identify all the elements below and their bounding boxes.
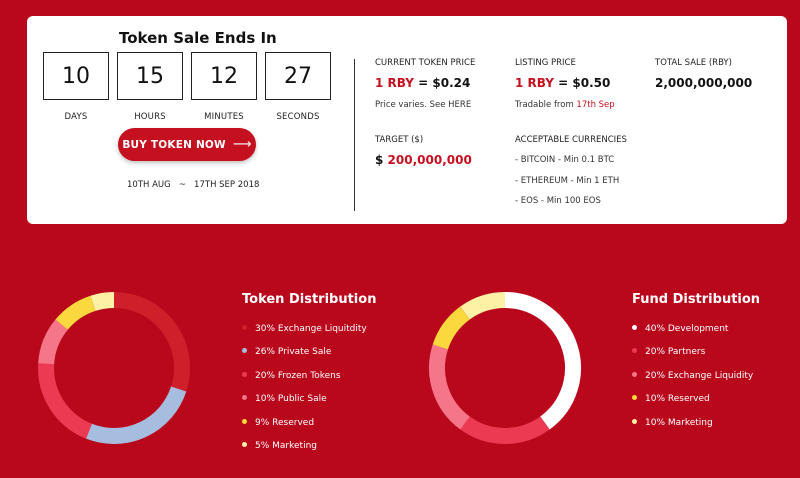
token-slice-0 (113, 292, 190, 392)
token-legend-item: 10% Public Sale (242, 394, 327, 404)
token-legend-item: 5% Marketing (242, 441, 317, 451)
legend-dot-icon (242, 395, 247, 401)
currency-eos: - EOS - Min 100 EOS (515, 196, 601, 206)
listing-price-eq: = $0.50 (553, 76, 611, 90)
listing-price-note: Tradable from 17th Sep (515, 100, 615, 110)
legend-dot-icon (632, 395, 637, 401)
target-currency: $ (375, 153, 388, 167)
countdown-hours-value: 15 (136, 63, 164, 89)
countdown-days-value: 10 (62, 63, 90, 89)
legend-dot-icon (242, 442, 247, 447)
token-legend-item: 9% Reserved (242, 418, 314, 428)
current-price-value: 1 RBY = $0.24 (375, 76, 470, 90)
arrow-right-icon: ⟶ (232, 137, 252, 152)
token-slice-4 (55, 295, 96, 331)
fund-slice-2 (429, 344, 470, 430)
currency-ethereum: - ETHEREUM - Min 1 ETH (515, 176, 620, 186)
total-sale-label: TOTAL SALE (RBY) (655, 58, 732, 68)
countdown-hours-label: HOURS (134, 112, 166, 122)
token-legend-item: 26% Private Sale (242, 347, 331, 357)
token-legend-label: 26% Private Sale (255, 347, 332, 358)
token-legend-label: 5% Marketing (255, 441, 317, 451)
countdown-seconds-box: 27 (265, 52, 331, 100)
legend-dot-icon (242, 348, 247, 354)
legend-dot-icon (632, 371, 637, 377)
token-slice-2 (38, 363, 93, 439)
card-divider (354, 59, 355, 211)
target-amount: 200,000,000 (387, 153, 472, 167)
target-label: TARGET ($) (375, 135, 424, 145)
fund-legend-label: 40% Development (645, 324, 729, 334)
target-value: $ 200,000,000 (375, 153, 472, 167)
fund-slice-1 (460, 416, 550, 444)
countdown-minutes-value: 12 (210, 63, 238, 89)
fund-slice-0 (504, 292, 581, 430)
currencies-label: ACCEPTABLE CURRENCIES (515, 135, 627, 145)
listing-price-label: LISTING PRICE (515, 58, 576, 68)
current-price-note-text: Price varies. See (375, 100, 449, 110)
listing-price-note-text: Tradable from (515, 100, 577, 110)
countdown-days-box: 10 (43, 52, 109, 100)
fund-distribution-donut (429, 292, 581, 444)
total-sale-value: 2,000,000,000 (655, 76, 753, 90)
fund-legend-item: 20% Exchange Liquidity (632, 371, 753, 381)
countdown-minutes-label: MINUTES (204, 112, 244, 122)
countdown-seconds-value: 27 (284, 63, 312, 89)
legend-dot-icon (242, 418, 247, 424)
buy-token-button[interactable]: BUY TOKEN NOW ⟶ (118, 128, 256, 161)
fund-legend-item: 20% Partners (632, 347, 705, 357)
token-distribution-donut (38, 292, 190, 444)
current-price-eq: = $0.24 (413, 76, 471, 90)
fund-legend-label: 10% Reserved (645, 394, 710, 405)
legend-dot-icon (242, 325, 247, 330)
token-slice-1 (86, 386, 187, 444)
token-sale-card (27, 16, 787, 224)
fund-legend-item: 40% Development (632, 324, 728, 334)
legend-dot-icon (242, 371, 247, 377)
current-price-label: CURRENT TOKEN PRICE (375, 58, 476, 68)
fund-legend-label: 20% Partners (645, 347, 706, 358)
token-legend-label: 20% Frozen Tokens (255, 370, 341, 381)
legend-dot-icon (632, 348, 637, 354)
fund-slice-3 (432, 306, 470, 350)
fund-legend-item: 10% Reserved (632, 394, 710, 404)
token-legend-item: 20% Frozen Tokens (242, 371, 341, 381)
currency-bitcoin: - BITCOIN - Min 0.1 BTC (515, 155, 615, 165)
listing-price-token: 1 RBY (515, 76, 554, 90)
token-legend-label: 10% Public Sale (255, 394, 327, 405)
token-legend-item: 30% Exchange Liquitdity (242, 324, 367, 334)
legend-dot-icon (632, 418, 637, 424)
token-legend-label: 30% Exchange Liquitdity (255, 324, 367, 334)
listing-price-value: 1 RBY = $0.50 (515, 76, 610, 90)
token-distribution-title: Token Distribution (242, 292, 377, 307)
countdown-hours-box: 15 (117, 52, 183, 100)
see-here-link[interactable]: HERE (448, 100, 472, 110)
token-legend-label: 9% Reserved (255, 417, 315, 428)
token-slice-5 (90, 292, 115, 312)
listing-date: 17th Sep (576, 100, 615, 110)
legend-dot-icon (632, 325, 637, 330)
fund-legend-label: 10% Marketing (645, 417, 713, 428)
sale-title: Token Sale Ends In (119, 29, 277, 47)
countdown-seconds-label: SECONDS (276, 112, 320, 122)
fund-slice-4 (460, 292, 506, 320)
sale-dates: 10TH AUG ~ 17TH SEP 2018 (127, 180, 260, 190)
token-slice-3 (38, 319, 68, 365)
buy-token-label: BUY TOKEN NOW (122, 138, 226, 151)
countdown-days-label: DAYS (64, 112, 88, 122)
fund-legend-item: 10% Marketing (632, 418, 713, 428)
current-price-token: 1 RBY (375, 76, 414, 90)
fund-legend-label: 20% Exchange Liquidity (645, 370, 754, 381)
current-price-note: Price varies. See HERE (375, 100, 471, 110)
countdown-minutes-box: 12 (191, 52, 257, 100)
fund-distribution-title: Fund Distribution (632, 292, 761, 307)
